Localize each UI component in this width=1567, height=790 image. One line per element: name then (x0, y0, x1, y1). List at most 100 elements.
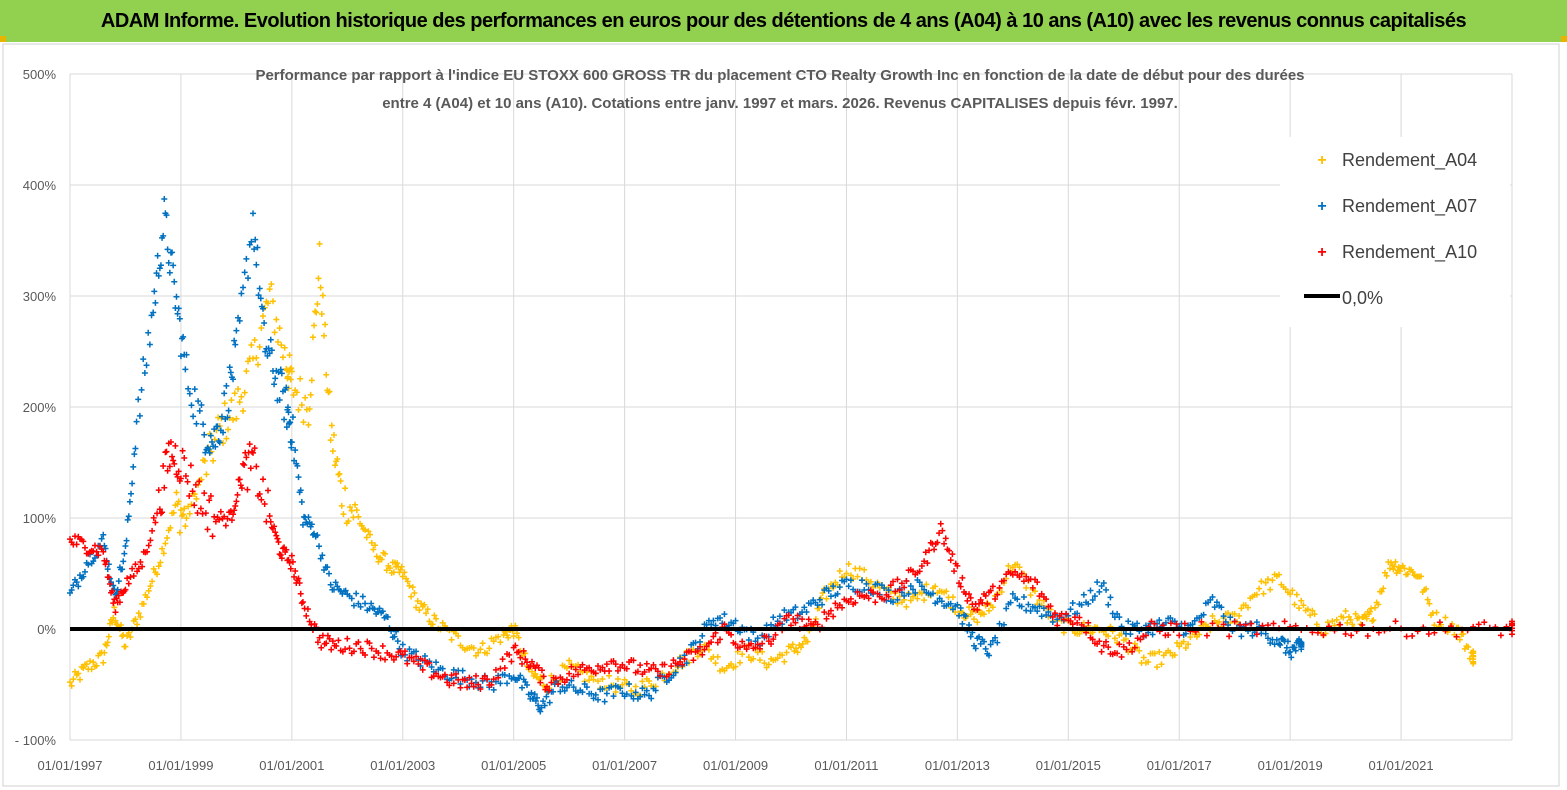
data-point (216, 516, 223, 523)
y-tick-label: 200% (23, 400, 57, 415)
data-point (165, 259, 172, 266)
data-point (470, 683, 477, 690)
data-point (93, 662, 100, 669)
data-point (1425, 630, 1432, 637)
data-point (253, 354, 260, 361)
data-point (799, 640, 806, 647)
data-point (832, 600, 839, 607)
data-point (583, 684, 590, 691)
data-point (209, 533, 216, 540)
data-point (967, 633, 974, 640)
data-point (324, 632, 331, 639)
data-point (328, 422, 335, 429)
data-point (643, 660, 650, 667)
data-point (1089, 636, 1096, 643)
data-point (245, 275, 252, 282)
data-point (304, 605, 311, 612)
data-point (535, 664, 542, 671)
data-point (372, 542, 379, 549)
data-point (161, 195, 168, 202)
data-point (1277, 641, 1284, 648)
series-Rendement_A04 (67, 240, 1477, 699)
data-point (152, 519, 159, 526)
data-point (1103, 586, 1110, 593)
data-point (1100, 579, 1107, 586)
data-point (623, 691, 630, 698)
data-point (461, 677, 468, 684)
data-point (67, 679, 73, 686)
data-point (1000, 621, 1007, 628)
x-axis-ticks: 01/01/1997 01/01/1999 01/01/2001 01/01/2003… (37, 758, 1433, 773)
data-point (610, 657, 617, 664)
data-point (418, 600, 425, 607)
data-point (391, 633, 398, 640)
data-point (683, 660, 690, 667)
data-point (665, 671, 672, 678)
data-point (138, 386, 145, 393)
data-point (338, 502, 345, 509)
data-point (1074, 610, 1081, 617)
data-point (1142, 632, 1149, 639)
data-point (641, 668, 648, 675)
data-point (756, 657, 763, 664)
data-point (910, 568, 917, 575)
data-point (240, 408, 247, 415)
data-point (221, 513, 228, 520)
legend-marker-a07: + (1317, 198, 1326, 215)
data-point (295, 474, 302, 481)
data-point (1359, 621, 1366, 628)
data-point (121, 550, 128, 557)
data-point (1390, 566, 1397, 573)
data-point (579, 689, 586, 696)
data-point (357, 603, 364, 610)
data-point (1111, 635, 1118, 642)
data-point (118, 621, 125, 628)
data-point (1032, 604, 1039, 611)
data-point (1418, 573, 1425, 580)
data-point (143, 362, 150, 369)
data-point (399, 651, 406, 658)
data-point (543, 693, 550, 700)
x-tick-label: 01/01/2003 (370, 758, 435, 773)
data-point (1158, 661, 1165, 668)
data-point (393, 653, 400, 660)
data-point (251, 445, 258, 452)
data-point (1154, 664, 1161, 671)
data-point (982, 645, 989, 652)
data-point (801, 604, 808, 611)
data-point (406, 582, 413, 589)
data-point (278, 342, 285, 349)
data-point (325, 389, 332, 396)
data-point (201, 490, 208, 497)
data-point (985, 607, 992, 614)
data-point (244, 486, 251, 493)
data-point (1231, 618, 1238, 625)
data-point (127, 633, 134, 640)
data-point (1203, 632, 1210, 639)
data-point (783, 649, 790, 656)
data-point (260, 313, 267, 320)
data-point (227, 508, 234, 515)
performance-chart: - 100%0%100%200%300%400%500% 01/01/1997 0… (2, 43, 1560, 787)
data-point (140, 356, 147, 363)
data-point (996, 620, 1003, 627)
data-point (318, 310, 325, 317)
data-point (637, 693, 644, 700)
data-point (599, 664, 606, 671)
data-point (619, 681, 626, 688)
data-point (441, 671, 448, 678)
data-point (1226, 633, 1233, 640)
data-point (73, 541, 80, 548)
data-point (112, 609, 119, 616)
data-point (570, 684, 577, 691)
data-point (865, 595, 872, 602)
data-point (732, 617, 739, 624)
data-point (159, 545, 166, 552)
data-point (608, 683, 615, 690)
data-point (1043, 596, 1050, 603)
data-point (318, 644, 325, 651)
data-point (194, 509, 201, 516)
data-point (951, 568, 958, 575)
data-point (289, 558, 296, 565)
data-point (232, 341, 239, 348)
